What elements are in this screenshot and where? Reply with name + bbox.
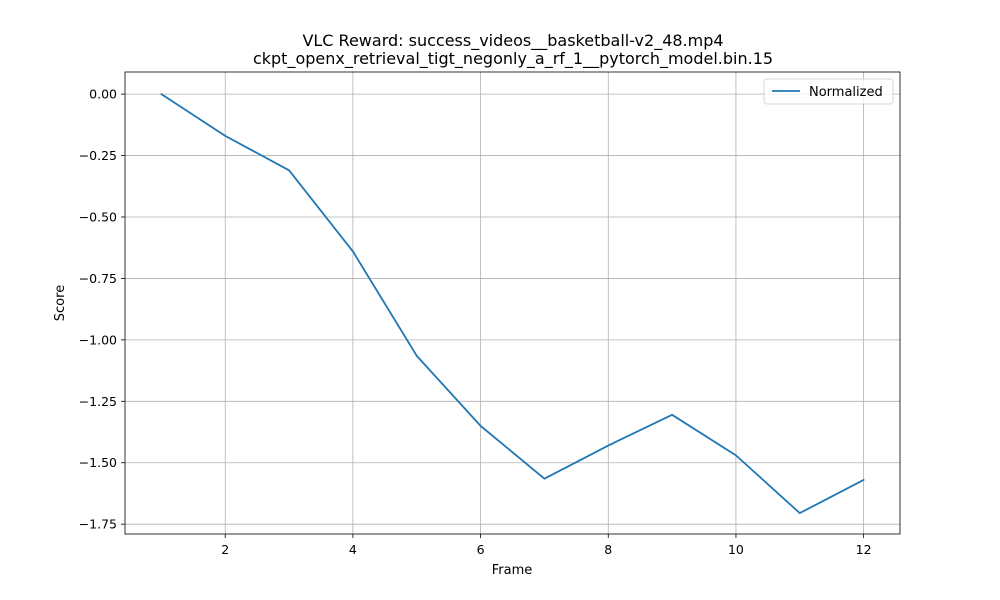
grid-lines — [125, 72, 900, 534]
x-tick-label: 12 — [856, 542, 872, 557]
x-tick-label: 6 — [477, 542, 485, 557]
chart-title-line-2: ckpt_openx_retrieval_tigt_negonly_a_rf_1… — [253, 49, 773, 69]
series-line-normalized — [160, 93, 865, 515]
x-tick-label: 10 — [728, 542, 744, 557]
y-tick-label: −1.50 — [79, 455, 117, 470]
x-axis-label: Frame — [492, 563, 533, 578]
y-tick-label: −1.75 — [79, 517, 117, 532]
axes-frame — [124, 71, 901, 535]
x-tick-label: 2 — [221, 542, 229, 557]
y-tick-label: −0.25 — [79, 148, 117, 163]
y-tick-label: −1.25 — [79, 394, 117, 409]
y-tick-label: −0.75 — [79, 271, 117, 286]
y-axis-ticks: 0.00 −0.25 −0.50 −0.75 −1.00 −1.25 −1.50 −1.75 — [79, 87, 125, 532]
x-tick-label: 4 — [349, 542, 357, 557]
y-axis-label: Score — [53, 285, 68, 321]
legend: Normalized — [763, 78, 894, 105]
y-tick-label: 0.00 — [89, 87, 117, 102]
legend-label-normalized: Normalized — [809, 85, 883, 100]
y-tick-label: −0.50 — [79, 209, 117, 224]
x-axis-ticks: 2 4 6 8 10 12 — [221, 534, 872, 557]
x-tick-label: 8 — [604, 542, 612, 557]
chart-title-line-1: VLC Reward: success_videos__basketball-v… — [302, 31, 723, 51]
series-layer — [160, 93, 865, 515]
legend-box — [763, 78, 894, 105]
y-tick-label: −1.00 — [79, 332, 117, 347]
